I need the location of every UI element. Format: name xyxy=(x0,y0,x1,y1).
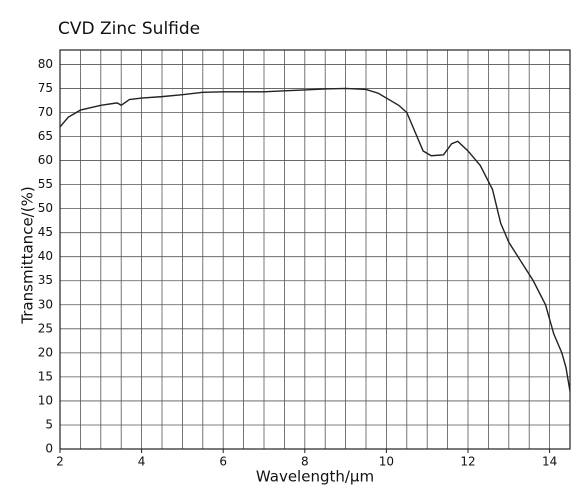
y-tick-label: 15 xyxy=(38,369,53,383)
x-tick-label: 4 xyxy=(138,455,146,469)
x-axis-label: Wavelength/µm xyxy=(256,468,374,486)
y-tick-label: 65 xyxy=(38,129,53,143)
x-tick-label: 14 xyxy=(542,455,557,469)
line-series xyxy=(59,87,571,392)
x-tick-label: 2 xyxy=(56,455,64,469)
chart-title: CVD Zinc Sulfide xyxy=(58,19,200,39)
y-tick-label: 25 xyxy=(38,321,53,335)
x-tick-label: 8 xyxy=(301,455,309,469)
y-axis-label: Transmittance/(%) xyxy=(19,186,37,324)
x-tick-label: 10 xyxy=(379,455,394,469)
y-tick-label: 35 xyxy=(38,273,53,287)
x-tick-label: 6 xyxy=(219,455,227,469)
y-tick-label: 30 xyxy=(38,297,53,311)
y-tick-label: 10 xyxy=(38,393,53,407)
y-tick-label: 0 xyxy=(45,442,53,456)
y-tick-label: 45 xyxy=(38,225,53,239)
y-tick-label: 55 xyxy=(38,177,53,191)
y-tick-label: 80 xyxy=(38,57,53,71)
x-tick-label: 12 xyxy=(460,455,475,469)
y-tick-label: 50 xyxy=(38,201,53,215)
y-tick-label: 5 xyxy=(45,417,53,431)
y-tick-label: 20 xyxy=(38,345,53,359)
y-tick-label: 60 xyxy=(38,153,53,167)
y-tick-label: 70 xyxy=(38,105,53,119)
y-tick-label: 75 xyxy=(38,81,53,95)
plot-frame xyxy=(59,49,571,450)
y-tick-label: 40 xyxy=(38,249,53,263)
